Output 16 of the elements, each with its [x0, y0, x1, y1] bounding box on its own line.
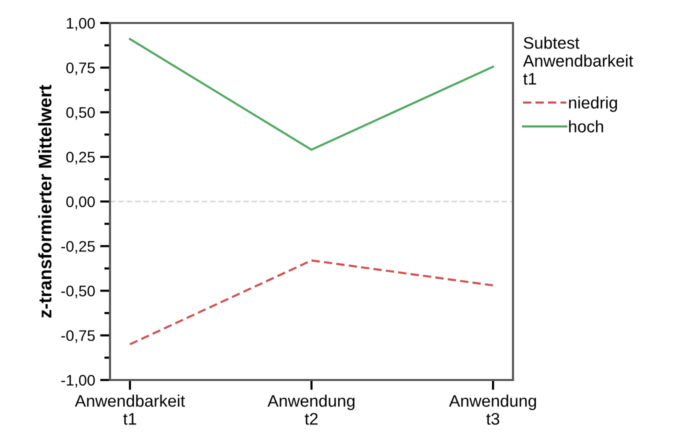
x-tick-label: Anwendbarkeit t1	[74, 394, 185, 425]
x-tick-label: Anwendung t2	[268, 394, 354, 425]
y-tick-label: 0,50	[66, 107, 95, 120]
y-tick-label: -0,75	[61, 330, 95, 343]
y-tick-label: 1,00	[66, 18, 95, 30]
y-tick-label: 0,25	[66, 152, 95, 164]
y-tick-label: 0,75	[66, 62, 95, 76]
legend-label: hoch	[569, 120, 604, 132]
y-tick-label: -1,00	[61, 374, 95, 388]
legend-label: niedrig	[569, 96, 617, 112]
y-tick-label: -0,50	[61, 286, 95, 298]
y-tick-label: -0,25	[61, 240, 95, 254]
legend-title: Subtest Anwendbarkeit t1	[523, 36, 634, 85]
y-axis-title: z-transformierter Mittelwert	[38, 84, 52, 318]
y-tick-label: 0,00	[66, 196, 95, 209]
x-tick-label: Anwendung t3	[449, 394, 536, 425]
